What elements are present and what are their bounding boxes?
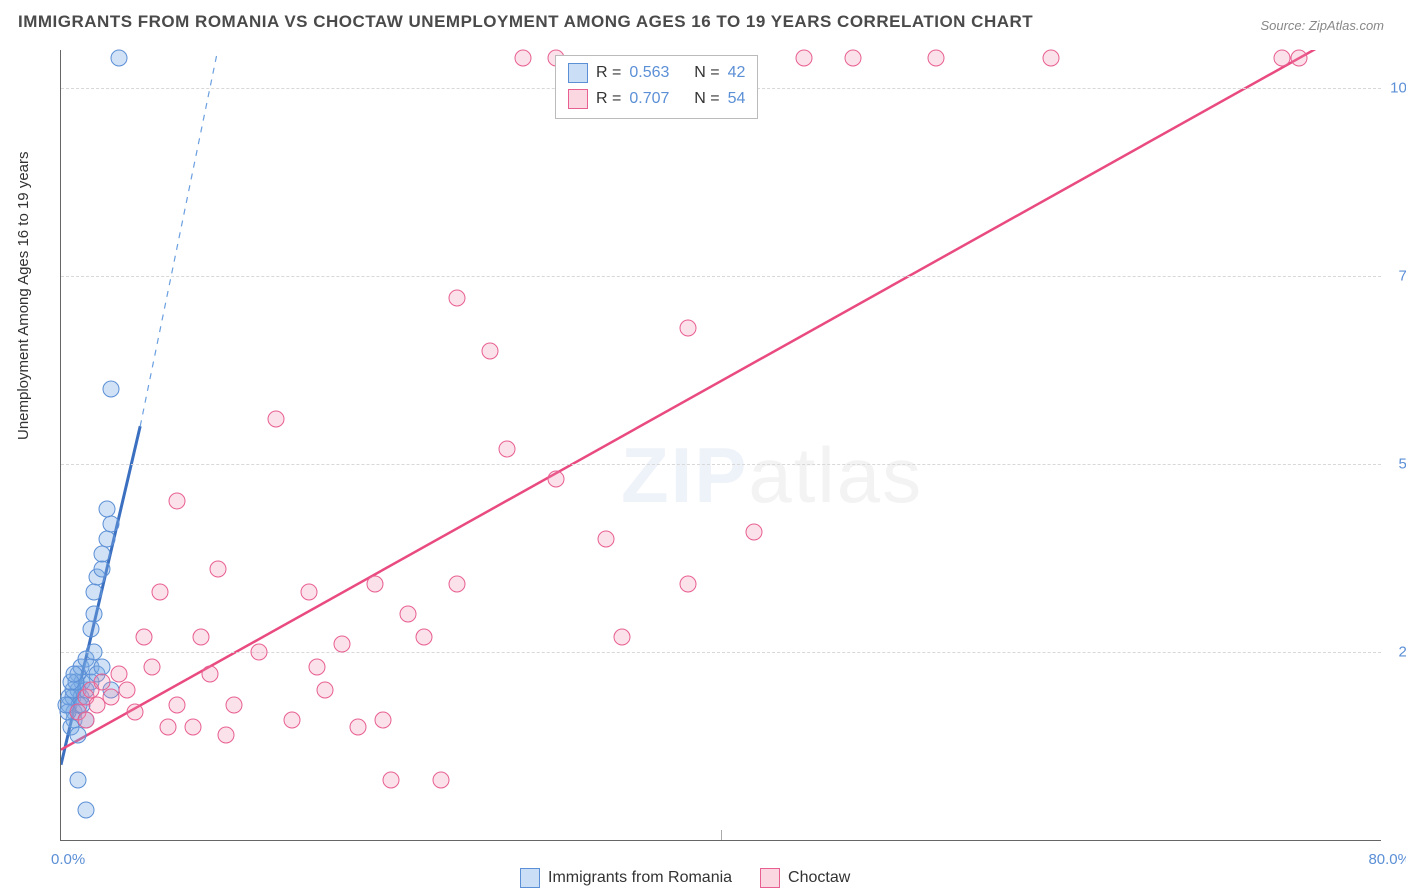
data-point	[168, 696, 185, 713]
legend-item-romania: Immigrants from Romania	[520, 868, 732, 888]
data-point	[193, 628, 210, 645]
legend-label: Immigrants from Romania	[548, 869, 732, 887]
data-point	[99, 531, 116, 548]
x-tick-mark	[721, 830, 722, 840]
data-point	[66, 666, 83, 683]
data-point	[209, 561, 226, 578]
data-point	[498, 440, 515, 457]
data-point	[102, 380, 119, 397]
stat-value-n: 42	[728, 64, 746, 82]
stat-value-r: 0.563	[629, 64, 669, 82]
y-tick-label: 50.0%	[1386, 455, 1406, 472]
data-point	[267, 410, 284, 427]
stat-value-r: 0.707	[629, 90, 669, 108]
data-point	[143, 658, 160, 675]
series-legend: Immigrants from Romania Choctaw	[520, 868, 850, 888]
y-tick-label: 75.0%	[1386, 267, 1406, 284]
legend-row-romania: R = 0.563 N = 42	[568, 60, 745, 86]
data-point	[597, 531, 614, 548]
data-point	[102, 516, 119, 533]
stat-label-r: R =	[596, 90, 621, 108]
data-point	[795, 49, 812, 66]
data-point	[1290, 49, 1307, 66]
data-point	[449, 576, 466, 593]
data-point	[152, 583, 169, 600]
swatch-blue	[520, 868, 540, 888]
gridline	[61, 464, 1381, 465]
data-point	[94, 546, 111, 563]
data-point	[515, 49, 532, 66]
data-point	[110, 49, 127, 66]
data-point	[77, 801, 94, 818]
swatch-blue	[568, 63, 588, 83]
data-point	[160, 719, 177, 736]
data-point	[308, 658, 325, 675]
y-axis-label: Unemployment Among Ages 16 to 19 years	[15, 151, 32, 440]
data-point	[69, 726, 86, 743]
data-point	[680, 320, 697, 337]
chart-title: IMMIGRANTS FROM ROMANIA VS CHOCTAW UNEMP…	[18, 12, 1033, 32]
data-point	[680, 576, 697, 593]
data-point	[366, 576, 383, 593]
swatch-pink	[568, 89, 588, 109]
data-point	[548, 470, 565, 487]
legend-item-choctaw: Choctaw	[760, 868, 850, 888]
source-attribution: Source: ZipAtlas.com	[1260, 18, 1384, 33]
scatter-plot-area: ZIPatlas 25.0%50.0%75.0%100.0%0.0%80.0%	[60, 50, 1381, 841]
data-point	[218, 726, 235, 743]
data-point	[185, 719, 202, 736]
data-point	[251, 643, 268, 660]
stat-label-n: N =	[694, 64, 719, 82]
x-tick-label: 80.0%	[1368, 851, 1406, 868]
data-point	[374, 711, 391, 728]
data-point	[69, 771, 86, 788]
data-point	[1043, 49, 1060, 66]
data-point	[201, 666, 218, 683]
data-point	[449, 290, 466, 307]
data-point	[432, 771, 449, 788]
gridline	[61, 276, 1381, 277]
data-point	[226, 696, 243, 713]
data-point	[614, 628, 631, 645]
data-point	[94, 561, 111, 578]
y-tick-label: 100.0%	[1386, 79, 1406, 96]
data-point	[383, 771, 400, 788]
data-point	[746, 523, 763, 540]
legend-row-choctaw: R = 0.707 N = 54	[568, 86, 745, 112]
data-point	[135, 628, 152, 645]
data-point	[317, 681, 334, 698]
trend-lines-svg	[61, 50, 1381, 840]
data-point	[127, 704, 144, 721]
data-point	[300, 583, 317, 600]
x-tick-label: 0.0%	[51, 851, 85, 868]
y-tick-label: 25.0%	[1386, 643, 1406, 660]
data-point	[86, 583, 103, 600]
data-point	[482, 342, 499, 359]
data-point	[102, 689, 119, 706]
data-point	[168, 493, 185, 510]
data-point	[845, 49, 862, 66]
correlation-legend: R = 0.563 N = 42 R = 0.707 N = 54	[555, 55, 758, 119]
data-point	[284, 711, 301, 728]
data-point	[927, 49, 944, 66]
data-point	[119, 681, 136, 698]
legend-label: Choctaw	[788, 869, 850, 887]
data-point	[350, 719, 367, 736]
data-point	[1274, 49, 1291, 66]
swatch-pink	[760, 868, 780, 888]
data-point	[77, 711, 94, 728]
stat-label-r: R =	[596, 64, 621, 82]
data-point	[82, 621, 99, 638]
stat-value-n: 54	[728, 90, 746, 108]
data-point	[399, 606, 416, 623]
watermark: ZIPatlas	[621, 430, 923, 521]
stat-label-n: N =	[694, 90, 719, 108]
data-point	[416, 628, 433, 645]
data-point	[99, 500, 116, 517]
data-point	[333, 636, 350, 653]
